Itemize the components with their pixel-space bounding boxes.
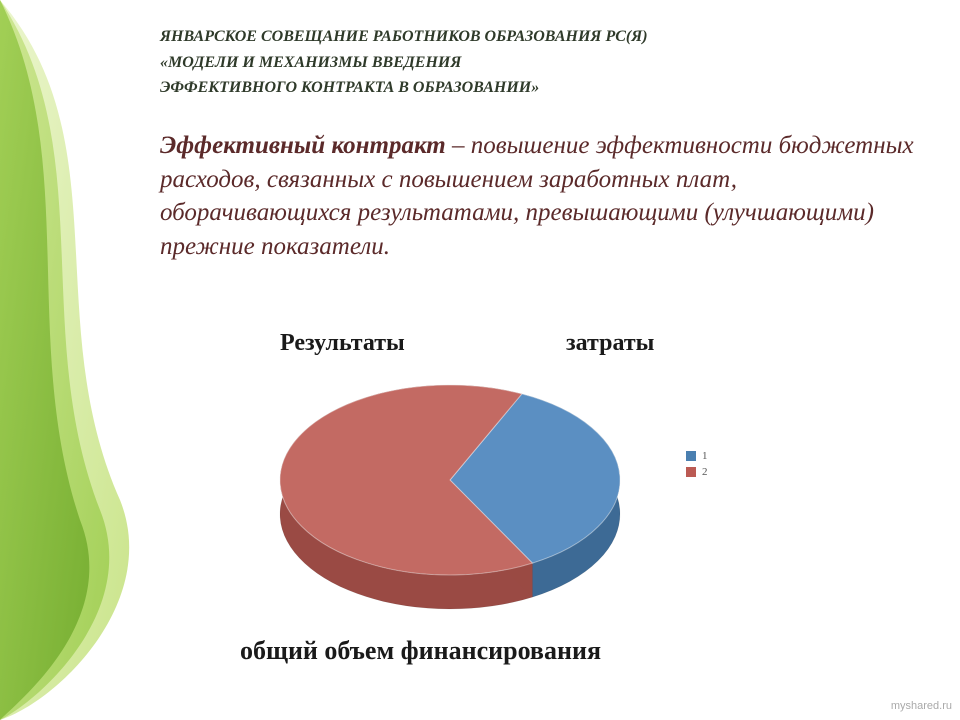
definition-text: Эффективный контракт – повышение эффекти… [160,129,930,264]
pie-graphic [265,360,635,630]
watermark: myshared.ru [891,700,952,712]
chart-label-right: затраты [566,330,654,357]
content-area: ЯНВАРСКОЕ СОВЕЩАНИЕ РАБОТНИКОВ ОБРАЗОВАН… [160,24,930,264]
legend-swatch-2 [686,467,696,477]
legend-label-1: 1 [702,450,708,462]
header-line-3: ЭФФЕКТИВНОГО КОНТРАКТА В ОБРАЗОВАНИИ» [160,75,930,101]
legend-label-2: 2 [702,466,708,478]
definition-term: Эффективный контракт [160,132,446,159]
chart-label-bottom: общий объем финансирования [240,636,601,666]
chart-legend: 1 2 [686,450,708,482]
decor-swoosh [0,0,160,720]
legend-swatch-1 [686,451,696,461]
header-line-1: ЯНВАРСКОЕ СОВЕЩАНИЕ РАБОТНИКОВ ОБРАЗОВАН… [160,24,930,50]
chart-label-left: Результаты [280,330,405,357]
header-line-2: «МОДЕЛИ И МЕХАНИЗМЫ ВВЕДЕНИЯ [160,50,930,76]
pie-chart: Результаты затраты 1 2 общий объем финан… [170,330,870,690]
legend-item-1: 1 [686,450,708,462]
legend-item-2: 2 [686,466,708,478]
